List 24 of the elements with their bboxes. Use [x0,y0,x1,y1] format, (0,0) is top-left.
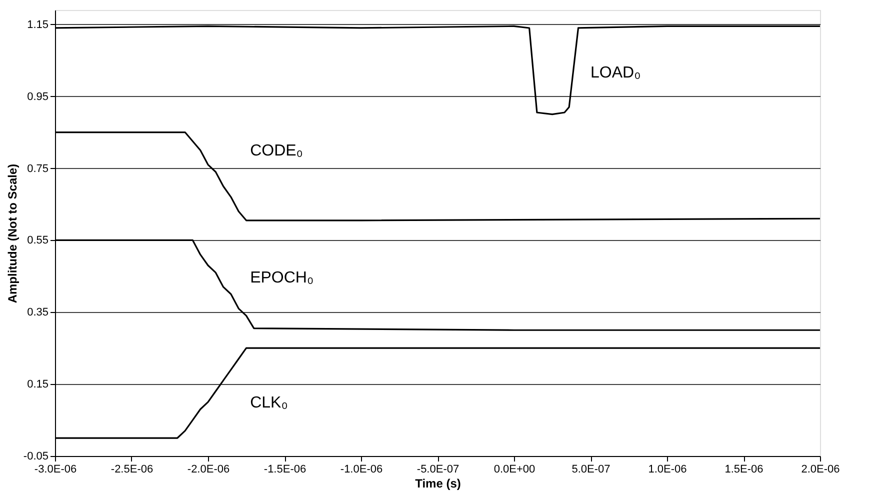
x-tick-label: -5.0E-07 [416,464,460,476]
x-tick-label: -3.0E-06 [34,464,77,476]
x-tick-label: -1.0E-06 [340,464,383,476]
series-label: CLK₀ [250,394,288,412]
x-tick-label: 0.0E+00 [494,464,536,476]
x-axis-title: Time (s) [415,476,461,490]
x-tick-label: 1.0E-06 [648,464,687,476]
y-tick-label: 0.55 [27,234,48,247]
y-tick-label: 1.15 [27,18,48,31]
y-tick-label: -0.05 [23,450,48,462]
y-tick-label: 0.15 [27,378,48,391]
y-axis-title: Amplitude (Not to Scale) [5,164,20,304]
series-label: EPOCH₀ [250,270,314,287]
x-tick-label: -2.0E-06 [187,464,230,476]
series-label: LOAD₀ [590,64,641,82]
y-tick-label: 0.75 [27,162,48,175]
text: CODE₀ [250,142,303,160]
x-tick-label: 5.0E-07 [572,464,610,476]
x-tick-label: 1.5E-06 [724,464,764,476]
x-tick-label: -1.5E-06 [264,464,306,476]
x-tick-label: -2.5E-06 [110,464,154,476]
y-tick-label: 0.35 [27,306,48,319]
y-tick-label: 0.95 [27,90,48,103]
x-tick-label: 2.0E-06 [801,464,840,476]
